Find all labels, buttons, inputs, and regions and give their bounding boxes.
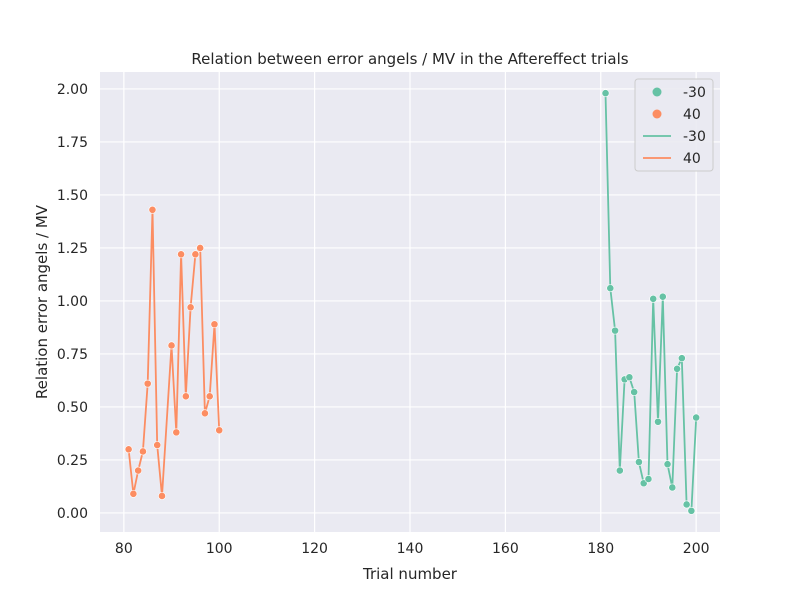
data-point bbox=[134, 466, 143, 475]
y-tick-label: 0.50 bbox=[57, 400, 88, 416]
data-point bbox=[649, 294, 658, 303]
data-point bbox=[658, 292, 667, 301]
data-point bbox=[148, 205, 157, 214]
data-point bbox=[625, 373, 634, 382]
data-point bbox=[615, 466, 624, 475]
data-point bbox=[673, 364, 681, 373]
data-point bbox=[158, 492, 166, 500]
data-point bbox=[630, 388, 639, 396]
series-layer bbox=[124, 89, 701, 515]
data-point bbox=[129, 489, 138, 498]
legend: -30 40 -30 40 bbox=[634, 78, 714, 172]
y-tick-label: 0.25 bbox=[57, 453, 88, 469]
data-point bbox=[663, 460, 672, 469]
chart-title: Relation between error angels / MV in th… bbox=[191, 50, 628, 68]
x-tick-label: 180 bbox=[587, 541, 614, 557]
data-point bbox=[201, 409, 209, 418]
data-point bbox=[677, 354, 686, 363]
data-point bbox=[210, 320, 219, 329]
y-tick-label: 2.00 bbox=[57, 82, 88, 98]
legend-label: 40 bbox=[683, 107, 701, 123]
y-tick-label: 1.00 bbox=[57, 294, 88, 310]
legend-label: -30 bbox=[683, 129, 706, 145]
data-point bbox=[186, 303, 195, 312]
data-point bbox=[215, 426, 224, 435]
data-point bbox=[654, 417, 662, 426]
y-tick-label: 1.75 bbox=[57, 135, 88, 151]
data-point bbox=[153, 441, 162, 449]
data-point bbox=[611, 326, 619, 335]
data-point bbox=[606, 284, 615, 293]
y-tick-label: 1.25 bbox=[57, 241, 88, 257]
x-tick-label: 100 bbox=[206, 541, 233, 557]
data-point bbox=[668, 483, 677, 492]
data-point bbox=[143, 379, 152, 388]
data-point bbox=[692, 413, 701, 422]
y-axis-label: Relation error angels / MV bbox=[33, 204, 51, 399]
x-tick-label: 200 bbox=[683, 541, 710, 557]
data-point bbox=[682, 500, 691, 509]
data-point bbox=[191, 250, 200, 259]
data-point bbox=[172, 428, 181, 437]
x-tick-label: 140 bbox=[397, 541, 424, 557]
data-point bbox=[177, 250, 185, 259]
y-tick-label: 0.00 bbox=[57, 506, 88, 522]
legend-marker bbox=[652, 109, 662, 119]
legend-label: 40 bbox=[683, 151, 701, 167]
data-point bbox=[139, 447, 147, 456]
legend-label: -30 bbox=[683, 85, 706, 101]
data-point bbox=[601, 89, 610, 98]
y-tick-label: 0.75 bbox=[57, 347, 88, 363]
data-point bbox=[644, 475, 653, 483]
ticks: 80 100 120 140 160 180 200 0.00 0.25 0.50 0.75 1.00… bbox=[57, 82, 710, 557]
data-point bbox=[635, 458, 643, 466]
data-point bbox=[687, 506, 696, 515]
data-point bbox=[124, 445, 133, 454]
x-tick-label: 80 bbox=[115, 541, 133, 557]
legend-marker bbox=[652, 87, 662, 97]
y-tick-label: 1.50 bbox=[57, 188, 88, 204]
data-point bbox=[167, 341, 176, 350]
data-point bbox=[205, 392, 214, 401]
legend-box bbox=[634, 78, 714, 172]
data-point bbox=[181, 392, 190, 401]
x-axis-label: Trial number bbox=[362, 565, 458, 583]
x-tick-label: 120 bbox=[301, 541, 328, 557]
x-tick-label: 160 bbox=[492, 541, 519, 557]
data-point bbox=[196, 244, 205, 252]
